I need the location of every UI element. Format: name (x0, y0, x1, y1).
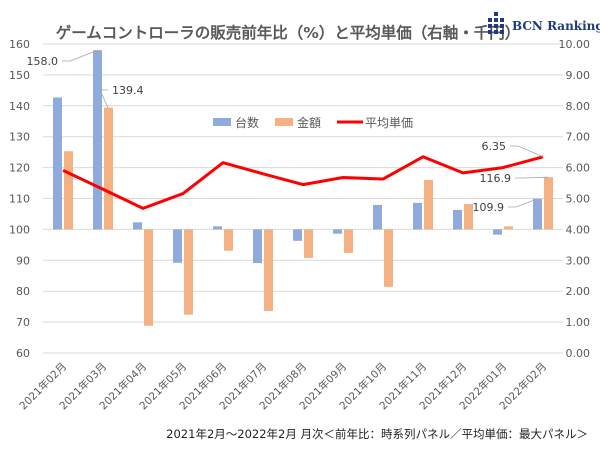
bars (53, 50, 553, 326)
right-axis-tick: 0.00 (566, 347, 591, 360)
left-axis-tick: 160 (9, 38, 30, 51)
price-line (62, 155, 544, 210)
bar-amount (64, 151, 73, 230)
left-axis-tick: 140 (9, 100, 30, 113)
bar-amount (264, 229, 273, 311)
bar-amount (304, 229, 313, 258)
bar-units (413, 202, 422, 230)
bar-amount (184, 229, 193, 315)
logo-dot (488, 30, 492, 34)
legend-label: 金額 (297, 115, 321, 130)
left-axis-tick: 80 (16, 285, 30, 298)
logo-dot (488, 24, 492, 28)
bar-amount (344, 229, 353, 253)
label-leader (508, 198, 539, 208)
left-axis-tick: 120 (9, 162, 30, 175)
logo-dot (494, 18, 498, 22)
right-axis-tick: 6.00 (566, 162, 591, 175)
left-axis-tick: 150 (9, 69, 30, 82)
label-leader (62, 49, 99, 62)
data-label: 116.9 (480, 172, 512, 185)
legend-label: 平均単価 (365, 116, 413, 130)
bar-units (453, 209, 462, 230)
logo-dot (488, 18, 492, 22)
bcn-logo (488, 12, 504, 34)
left-axis-tick: 100 (9, 223, 30, 236)
data-labels: 158.0 139.4 6.35 116.9 109.9 (27, 49, 549, 214)
right-axis-tick: 1.00 (566, 316, 591, 329)
chart-title: ゲームコントローラの販売前年比（%）と平均単価（右軸・千円） (56, 23, 521, 42)
logo-text: BCN Ranking (512, 19, 600, 33)
bar-units (293, 229, 302, 241)
bar-amount (224, 229, 233, 251)
right-axis-tick: 7.00 (566, 131, 591, 144)
data-label: 139.4 (112, 84, 144, 97)
bar-units (213, 226, 222, 230)
right-axis-tick: 2.00 (566, 285, 591, 298)
logo-dot (494, 30, 498, 34)
data-label: 109.9 (473, 201, 505, 214)
bar-units (133, 222, 142, 230)
bar-amount (144, 229, 153, 326)
left-axis-tick: 110 (9, 193, 30, 206)
bar-amount (504, 226, 513, 230)
bar-amount (384, 229, 393, 287)
gridlines (43, 43, 563, 354)
logo-dot (500, 18, 504, 22)
left-axis-tick: 60 (16, 347, 30, 360)
logo-dot (500, 30, 504, 34)
bar-amount (544, 177, 553, 230)
logo-dot (494, 12, 498, 16)
right-axis-tick: 10.00 (559, 38, 591, 51)
right-axis-tick: 3.00 (566, 254, 591, 267)
legend-swatch (275, 118, 293, 126)
label-leader (515, 176, 549, 179)
bar-units (53, 97, 62, 230)
left-axis-tick: 130 (9, 131, 30, 144)
label-leader (99, 89, 109, 108)
bar-amount (464, 204, 473, 230)
bar-units (493, 229, 502, 235)
legend-label: 台数 (235, 115, 259, 130)
bar-units (333, 229, 342, 234)
bar-amount (104, 107, 113, 230)
bar-units (253, 229, 262, 264)
line-average-price (62, 155, 544, 210)
legend: 台数 金額 平均単価 (213, 115, 413, 130)
label-leader (510, 145, 544, 158)
right-axis-tick: 4.00 (566, 223, 591, 236)
logo-dot (494, 24, 498, 28)
data-label: 158.0 (27, 55, 59, 68)
data-label: 6.35 (482, 140, 507, 153)
left-axis-tick: 90 (16, 254, 30, 267)
bar-units (173, 229, 182, 263)
right-axis-tick: 8.00 (566, 100, 591, 113)
bar-units (533, 198, 542, 230)
bar-units (93, 50, 102, 230)
right-axis-tick: 9.00 (566, 69, 591, 82)
logo-dot (500, 24, 504, 28)
bar-units (373, 204, 382, 230)
bar-amount (424, 179, 433, 230)
footer-note: 2021年2月～2022年2月 月次＜前年比：時系列パネル／平均単価：最大パネル… (166, 427, 588, 441)
right-axis-tick: 5.00 (566, 193, 591, 206)
legend-swatch (213, 118, 231, 126)
left-axis-tick: 70 (16, 316, 30, 329)
